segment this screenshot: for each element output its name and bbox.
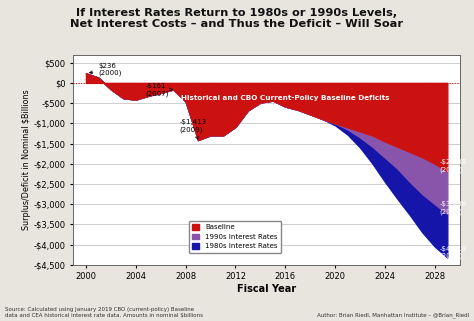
- Text: -$2,188
(2029): -$2,188 (2029): [440, 159, 467, 172]
- Text: Source: Calculated using January 2019 CBO (current-policy) Baseline
data and CEA: Source: Calculated using January 2019 CB…: [5, 307, 203, 318]
- Text: Net Interest Costs – and Thus the Deficit – Will Soar: Net Interest Costs – and Thus the Defici…: [71, 19, 403, 29]
- X-axis label: Fiscal Year: Fiscal Year: [237, 284, 296, 294]
- Text: Author: Brian Riedl, Manhattan Institute – @Brian_Riedl: Author: Brian Riedl, Manhattan Institute…: [317, 312, 469, 318]
- Text: -$3,238
(2029): -$3,238 (2029): [440, 202, 467, 215]
- Legend: Baseline, 1990s Interest Rates, 1980s Interest Rates: Baseline, 1990s Interest Rates, 1980s In…: [189, 221, 281, 253]
- Text: -$1,413
(2009): -$1,413 (2009): [179, 119, 207, 139]
- Y-axis label: Surplus/Deficit in Nominal $Billions: Surplus/Deficit in Nominal $Billions: [22, 89, 31, 230]
- Text: -$161
(2007): -$161 (2007): [146, 83, 173, 97]
- Text: $236
(2000): $236 (2000): [90, 63, 122, 76]
- Text: Historical and CBO Current-Policy Baseline Deficits: Historical and CBO Current-Policy Baseli…: [181, 95, 390, 101]
- Text: If Interest Rates Return to 1980s or 1990s Levels,: If Interest Rates Return to 1980s or 199…: [76, 8, 398, 18]
- Text: -$4,318
(2029): -$4,318 (2029): [440, 246, 467, 259]
